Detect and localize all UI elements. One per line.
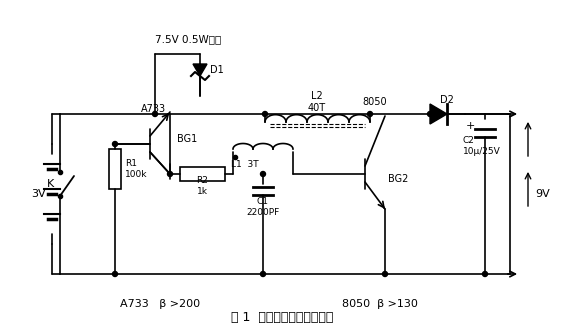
Circle shape: [382, 272, 387, 277]
Circle shape: [152, 112, 157, 117]
Circle shape: [262, 112, 267, 117]
Bar: [180, 167, 225, 181]
Text: L2
40T: L2 40T: [308, 91, 326, 113]
Text: R1
100k: R1 100k: [125, 159, 148, 179]
Text: K: K: [46, 179, 54, 189]
Circle shape: [482, 272, 487, 277]
Text: D1: D1: [210, 65, 224, 75]
Polygon shape: [193, 64, 207, 76]
Text: C1
2200PF: C1 2200PF: [246, 197, 280, 217]
Circle shape: [261, 171, 266, 176]
Text: 图 1  电池升压稳压电路原理: 图 1 电池升压稳压电路原理: [231, 311, 333, 324]
Text: A733   β >200: A733 β >200: [120, 299, 200, 309]
Circle shape: [168, 171, 173, 176]
Text: 9V: 9V: [535, 189, 550, 199]
Text: +: +: [465, 121, 475, 131]
Text: D2: D2: [440, 95, 454, 105]
Circle shape: [368, 112, 372, 117]
Text: 8050  β >130: 8050 β >130: [342, 299, 418, 309]
Text: A733: A733: [140, 104, 166, 114]
Bar: [109, 149, 121, 189]
Text: R2
1k: R2 1k: [196, 176, 208, 196]
Circle shape: [112, 272, 117, 277]
Circle shape: [428, 112, 433, 117]
Text: C2
10μ/25V: C2 10μ/25V: [463, 136, 501, 156]
Polygon shape: [430, 104, 447, 124]
Text: L1  3T: L1 3T: [231, 160, 259, 168]
Text: 7.5V 0.5W玻封: 7.5V 0.5W玻封: [155, 34, 221, 44]
Circle shape: [112, 142, 117, 147]
Circle shape: [261, 272, 266, 277]
Text: BG1: BG1: [177, 134, 197, 144]
Text: BG2: BG2: [388, 174, 408, 184]
Text: 8050: 8050: [363, 97, 387, 107]
Text: 3V: 3V: [30, 189, 45, 199]
